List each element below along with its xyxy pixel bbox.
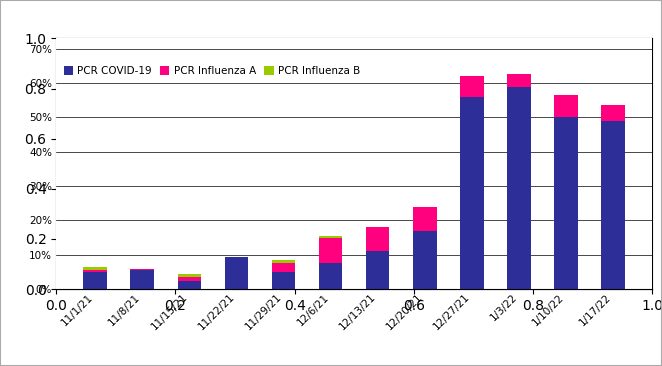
Bar [177,274,201,277]
Bar [460,76,484,97]
Bar [130,270,154,289]
Bar [83,272,107,289]
Bar [130,269,154,270]
Legend: PCR COVID-19, PCR Influenza A, PCR Influenza B: PCR COVID-19, PCR Influenza A, PCR Influ… [62,64,362,78]
Text: Figure 1. Express COVID/Influenza A/Influenza B RT-PCR Positive Percentage Rate: Figure 1. Express COVID/Influenza A/Infl… [8,16,517,26]
Bar [554,95,578,117]
Bar [319,236,342,238]
Bar [224,257,248,289]
Bar [83,270,107,272]
Bar [83,267,107,270]
Bar [319,238,342,264]
Bar [366,227,389,251]
Bar [413,231,437,289]
Bar [319,264,342,289]
Bar [413,207,437,231]
Bar [177,281,201,289]
Bar [271,272,295,289]
Bar [271,264,295,272]
Bar [507,86,531,289]
Bar [460,97,484,289]
Bar [366,251,389,289]
Bar [554,117,578,289]
Bar [507,75,531,86]
Bar [271,260,295,264]
Bar [177,277,201,281]
Bar [602,121,625,289]
Bar [602,105,625,121]
